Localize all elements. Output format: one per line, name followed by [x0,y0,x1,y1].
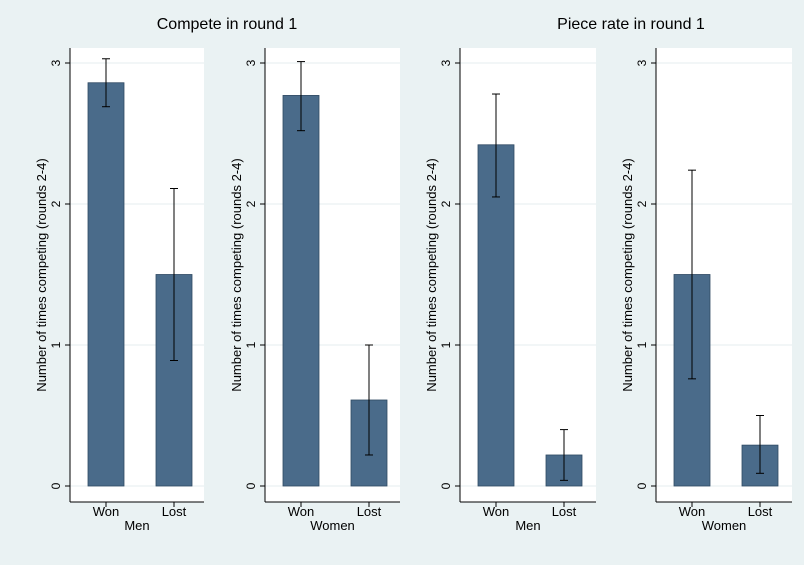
y-tick-label: 2 [49,200,63,207]
y-axis-label: Number of times competing (rounds 2-4) [34,158,49,391]
y-tick-label: 1 [244,341,258,348]
x-tick-label: Lost [162,504,187,519]
y-tick-label: 0 [49,482,63,489]
y-tick-label: 0 [635,482,649,489]
bar-won [87,82,125,487]
bar-won [477,144,515,487]
y-tick-label: 3 [439,59,453,66]
x-tick-label: Won [288,504,315,519]
chart-panel-4: 0 1 2 3 Number of times competing (rounds 2-… [620,48,792,533]
y-tick-label: 2 [635,200,649,207]
y-tick-label: 0 [439,482,453,489]
panels: 0 1 2 3 Number of times competing (rounds 2-… [34,48,792,533]
y-tick-label: 0 [244,482,258,489]
y-axis-label: Number of times competing (rounds 2-4) [620,158,635,391]
x-tick-label: Won [93,504,120,519]
group-title-piece-rate: Piece rate in round 1 [557,16,705,33]
y-tick-label: 3 [244,59,258,66]
x-tick-label: Lost [552,504,577,519]
y-tick-label: 2 [439,200,453,207]
y-axis-label: Number of times competing (rounds 2-4) [229,158,244,391]
x-tick-label: Lost [748,504,773,519]
y-tick-label: 1 [635,341,649,348]
group-title-compete: Compete in round 1 [157,16,298,33]
y-tick-label: 1 [49,341,63,348]
x-axis-label: Women [310,518,355,533]
x-tick-label: Won [679,504,706,519]
x-axis-label: Men [124,518,149,533]
y-tick-label: 3 [49,59,63,66]
y-axis-label: Number of times competing (rounds 2-4) [424,158,439,391]
y-tick-label: 1 [439,341,453,348]
chart-panel-1: 0 1 2 3 Number of times competing (rounds 2-… [34,48,204,533]
x-axis-label: Women [702,518,747,533]
x-tick-label: Lost [357,504,382,519]
x-axis-label: Men [515,518,540,533]
chart-panel-2: 0 1 2 3 Number of times competing (rounds 2-… [229,48,400,533]
x-tick-label: Won [483,504,510,519]
y-tick-label: 2 [244,200,258,207]
y-tick-label: 3 [635,59,649,66]
bar-won [282,95,320,487]
chart-panel-3: 0 1 2 3 Number of times competing (rounds 2-… [424,48,596,533]
